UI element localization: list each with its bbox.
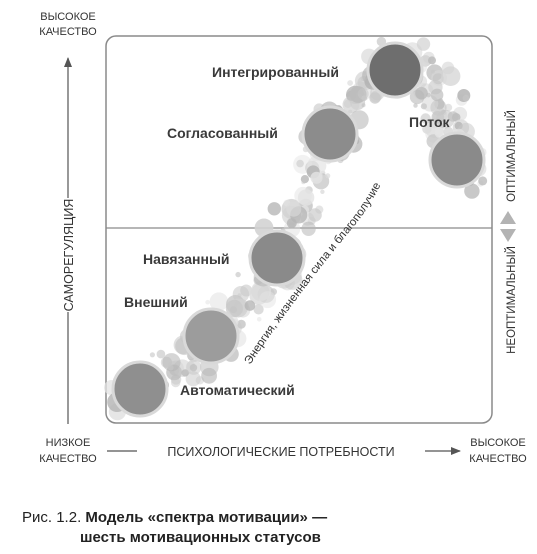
cloud-speck bbox=[413, 103, 418, 108]
caption-title-line1: Модель «спектра мотивации» — bbox=[85, 509, 328, 526]
caption-title-line2: шесть мотивационных статусов bbox=[80, 529, 321, 546]
status-label-imposed: Навязанный bbox=[143, 251, 230, 267]
status-bubble-aligned bbox=[301, 105, 359, 163]
cloud-speck bbox=[464, 183, 480, 199]
cloud-speck bbox=[428, 56, 436, 65]
cloud-speck bbox=[209, 292, 229, 312]
y-axis-title: САМОРЕГУЛЯЦИЯ bbox=[62, 199, 76, 312]
cloud-speck bbox=[235, 271, 241, 278]
cloud-speck bbox=[478, 176, 488, 186]
cloud-speck bbox=[420, 113, 431, 124]
cloud-speck bbox=[431, 111, 445, 124]
energy-cloud bbox=[104, 36, 488, 421]
cloud-speck bbox=[236, 319, 246, 329]
y-axis-top-label-line1: ВЫСОКОЕ bbox=[40, 11, 96, 23]
cloud-speck bbox=[420, 103, 427, 110]
cloud-speck bbox=[297, 189, 315, 206]
cloud-speck bbox=[185, 371, 201, 387]
cloud-speck bbox=[444, 103, 453, 112]
cloud-speck bbox=[201, 367, 218, 384]
cloud-speck bbox=[259, 291, 277, 309]
cloud-speck bbox=[325, 173, 331, 179]
cloud-speck bbox=[431, 69, 435, 74]
cloud-speck bbox=[409, 89, 425, 105]
right-axis-top-label: ОПТИМАЛЬНЫЙ bbox=[505, 110, 518, 202]
y-axis-bottom-label-line1: НИЗКОЕ bbox=[46, 437, 91, 449]
cloud-speck bbox=[320, 189, 325, 194]
status-bubble-integrated bbox=[366, 41, 424, 99]
status-label-automatic: Автоматический bbox=[180, 382, 295, 398]
status-label-external: Внешний bbox=[124, 294, 188, 310]
cloud-speck bbox=[301, 221, 316, 236]
cloud-speck bbox=[430, 99, 447, 116]
cloud-speck bbox=[360, 75, 367, 82]
cloud-speck bbox=[347, 80, 353, 86]
cloud-speck bbox=[171, 377, 181, 388]
cloud-speck bbox=[430, 88, 444, 102]
cloud-speck bbox=[422, 124, 432, 134]
status-bubble-flow bbox=[428, 131, 486, 189]
x-axis-title: ПСИХОЛОГИЧЕСКИЕ ПОТРЕБНОСТИ bbox=[167, 445, 394, 459]
cloud-speck bbox=[434, 129, 444, 138]
x-axis-right-label-line1: ВЫСОКОЕ bbox=[470, 437, 526, 449]
cloud-speck bbox=[447, 111, 459, 122]
cloud-speck bbox=[286, 201, 302, 217]
figure-caption: Рис. 1.2. Модель «спектра мотивации» — ш… bbox=[22, 508, 328, 546]
right-axis-bottom-label: НЕОПТИМАЛЬНЫЙ bbox=[505, 246, 518, 354]
cloud-speck bbox=[225, 299, 243, 317]
cloud-speck bbox=[232, 286, 250, 303]
cloud-speck bbox=[186, 359, 202, 375]
cloud-speck bbox=[205, 299, 210, 305]
x-axis-right-label-line2: КАЧЕСТВО bbox=[469, 453, 527, 465]
cloud-speck bbox=[300, 175, 309, 184]
status-label-integrated: Интегрированный bbox=[212, 64, 339, 80]
cloud-speck bbox=[310, 171, 323, 184]
cloud-speck bbox=[308, 208, 322, 222]
cloud-speck bbox=[149, 352, 155, 358]
cloud-speck bbox=[267, 202, 281, 216]
cloud-speck bbox=[296, 159, 304, 168]
cloud-speck bbox=[426, 64, 444, 81]
status-bubble-automatic bbox=[111, 360, 169, 418]
plot-frame bbox=[105, 35, 493, 424]
cloud-speck bbox=[162, 353, 181, 372]
motivation-spectrum-diagram: Энергия, жизненная сила и благополучие А… bbox=[39, 11, 527, 465]
y-axis-bottom-label-line2: КАЧЕСТВО bbox=[39, 453, 97, 465]
cloud-speck bbox=[181, 369, 189, 377]
cloud-speck bbox=[416, 37, 431, 51]
cloud-speck bbox=[462, 94, 470, 102]
cloud-speck bbox=[253, 304, 264, 315]
status-bubble-external bbox=[182, 307, 240, 365]
cloud-speck bbox=[256, 317, 262, 322]
y-axis-top-label-line2: КАЧЕСТВО bbox=[39, 26, 97, 38]
cloud-speck bbox=[156, 349, 166, 359]
status-bubble-imposed bbox=[248, 229, 306, 287]
cloud-speck bbox=[294, 186, 312, 205]
caption-prefix: Рис. 1.2. bbox=[22, 509, 82, 526]
cloud-speck bbox=[301, 180, 306, 185]
cloud-speck bbox=[286, 218, 297, 229]
cloud-speck bbox=[244, 300, 256, 311]
cloud-speck bbox=[440, 66, 461, 86]
triangle-up-icon bbox=[500, 211, 516, 224]
status-label-aligned: Согласованный bbox=[167, 125, 278, 141]
cloud-speck bbox=[361, 95, 368, 101]
status-label-flow: Поток bbox=[409, 114, 450, 130]
triangle-down-icon bbox=[500, 229, 516, 242]
